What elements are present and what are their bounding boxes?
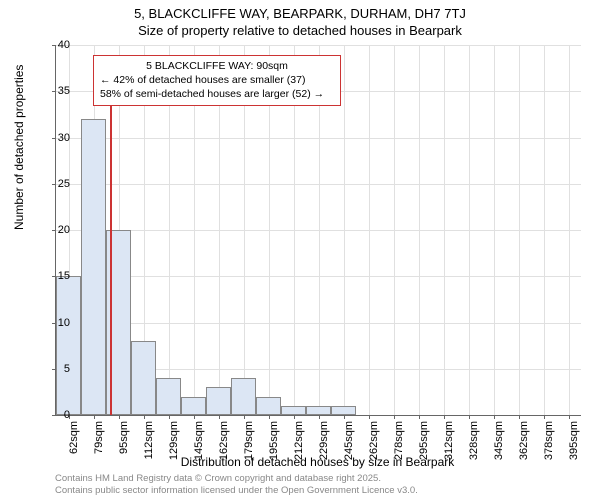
y-tick-label: 20 [40, 224, 70, 236]
grid-line-v [519, 45, 520, 415]
x-tick-label: 162sqm [218, 421, 230, 461]
plot-area: 5 BLACKCLIFFE WAY: 90sqm ← 42% of detach… [55, 45, 581, 416]
x-tick-label: 262sqm [368, 421, 380, 461]
x-tick-label: 395sqm [568, 421, 580, 461]
grid-line-v [369, 45, 370, 415]
grid-line-v [494, 45, 495, 415]
x-tick-label: 328sqm [468, 421, 480, 461]
histogram-bar [181, 397, 206, 416]
x-tick-mark [94, 415, 95, 419]
x-tick-mark [419, 415, 420, 419]
y-tick-label: 40 [40, 39, 70, 51]
x-tick-label: 62sqm [68, 421, 80, 461]
annotation-box: 5 BLACKCLIFFE WAY: 90sqm ← 42% of detach… [93, 55, 341, 106]
x-tick-label: 312sqm [443, 421, 455, 461]
x-tick-mark [394, 415, 395, 419]
histogram-bar [256, 397, 281, 416]
x-tick-mark [344, 415, 345, 419]
x-tick-label: 179sqm [243, 421, 255, 461]
x-tick-mark [294, 415, 295, 419]
histogram-bar [206, 387, 231, 415]
property-marker-line [110, 101, 112, 416]
x-tick-label: 378sqm [543, 421, 555, 461]
x-tick-label: 278sqm [393, 421, 405, 461]
histogram-bar [156, 378, 181, 415]
histogram-bar [331, 406, 356, 415]
x-tick-mark [469, 415, 470, 419]
x-tick-mark [269, 415, 270, 419]
annotation-line1: 5 BLACKCLIFFE WAY: 90sqm [100, 59, 334, 73]
histogram-bar [281, 406, 306, 415]
x-tick-mark [144, 415, 145, 419]
chart-title-address: 5, BLACKCLIFFE WAY, BEARPARK, DURHAM, DH… [0, 6, 600, 21]
x-tick-label: 362sqm [518, 421, 530, 461]
x-tick-label: 195sqm [268, 421, 280, 461]
annotation-line3: 58% of semi-detached houses are larger (… [100, 87, 334, 101]
y-axis-label: Number of detached properties [12, 65, 26, 230]
y-tick-label: 35 [40, 85, 70, 97]
x-tick-label: 95sqm [118, 421, 130, 461]
x-tick-mark [244, 415, 245, 419]
x-tick-label: 212sqm [293, 421, 305, 461]
histogram-bar [131, 341, 156, 415]
y-tick-label: 5 [40, 363, 70, 375]
y-tick-label: 0 [40, 409, 70, 421]
grid-line-v [469, 45, 470, 415]
y-tick-label: 10 [40, 317, 70, 329]
histogram-bar [231, 378, 256, 415]
grid-line-v [444, 45, 445, 415]
x-tick-mark [494, 415, 495, 419]
x-tick-label: 295sqm [418, 421, 430, 461]
y-tick-label: 15 [40, 270, 70, 282]
grid-line-v [544, 45, 545, 415]
x-tick-mark [319, 415, 320, 419]
x-tick-mark [519, 415, 520, 419]
footnote: Contains HM Land Registry data © Crown c… [55, 473, 418, 496]
histogram-bar [306, 406, 331, 415]
annotation-line2: ← 42% of detached houses are smaller (37… [100, 73, 334, 87]
x-tick-mark [219, 415, 220, 419]
histogram-bar [56, 276, 81, 415]
x-tick-label: 129sqm [168, 421, 180, 461]
x-tick-label: 112sqm [143, 421, 155, 461]
grid-line-v [344, 45, 345, 415]
x-tick-label: 345sqm [493, 421, 505, 461]
grid-line-v [394, 45, 395, 415]
grid-line-v [569, 45, 570, 415]
x-tick-mark [119, 415, 120, 419]
x-tick-label: 145sqm [193, 421, 205, 461]
grid-line-v [419, 45, 420, 415]
chart-title-subtitle: Size of property relative to detached ho… [0, 23, 600, 38]
y-tick-label: 30 [40, 132, 70, 144]
x-tick-label: 229sqm [318, 421, 330, 461]
histogram-bar [81, 119, 106, 415]
y-tick-label: 25 [40, 178, 70, 190]
x-tick-mark [194, 415, 195, 419]
x-tick-label: 79sqm [93, 421, 105, 461]
x-tick-label: 245sqm [343, 421, 355, 461]
footnote-line1: Contains HM Land Registry data © Crown c… [55, 473, 418, 484]
footnote-line2: Contains public sector information licen… [55, 485, 418, 496]
x-tick-mark [544, 415, 545, 419]
x-tick-mark [369, 415, 370, 419]
x-tick-mark [444, 415, 445, 419]
x-tick-mark [569, 415, 570, 419]
x-tick-mark [169, 415, 170, 419]
